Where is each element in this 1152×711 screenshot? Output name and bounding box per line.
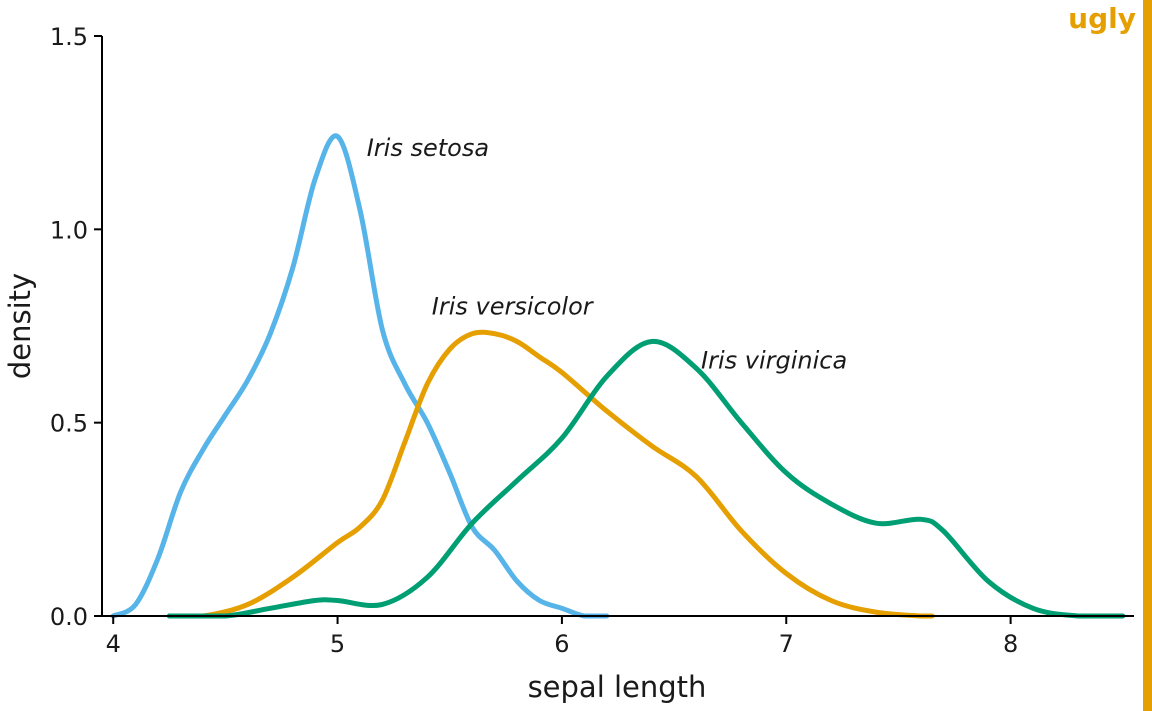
series-line-iris-versicolor	[166, 329, 935, 619]
series-line-iris-virginica	[166, 338, 1126, 619]
series-line-iris-setosa	[110, 133, 610, 619]
badge-label: ugly	[1068, 2, 1136, 35]
x-axis: 4 5 6 7 8	[102, 615, 1134, 658]
series-lines	[110, 133, 1126, 619]
y-tick-label: 1.5	[50, 23, 88, 51]
badge-bar	[1143, 0, 1152, 711]
x-tick-label: 7	[779, 630, 794, 658]
x-tick-label: 8	[1003, 630, 1018, 658]
series-labels: Iris setosa Iris versicolor Iris virginica	[367, 134, 847, 375]
series-label-iris-versicolor: Iris versicolor	[432, 292, 595, 320]
y-tick-label: 1.0	[50, 216, 88, 244]
y-axis: 0.0 0.5 1.0 1.5	[50, 23, 103, 631]
series-label-iris-virginica: Iris virginica	[701, 347, 847, 375]
series-label-iris-setosa: Iris setosa	[367, 134, 489, 162]
y-tick-label: 0.0	[50, 603, 88, 631]
x-axis-title: sepal length	[528, 670, 707, 704]
x-tick-label: 5	[330, 630, 345, 658]
y-axis-title: density	[3, 273, 37, 379]
x-tick-label: 4	[106, 630, 121, 658]
y-tick-label: 0.5	[50, 410, 88, 438]
x-tick-label: 6	[554, 630, 569, 658]
